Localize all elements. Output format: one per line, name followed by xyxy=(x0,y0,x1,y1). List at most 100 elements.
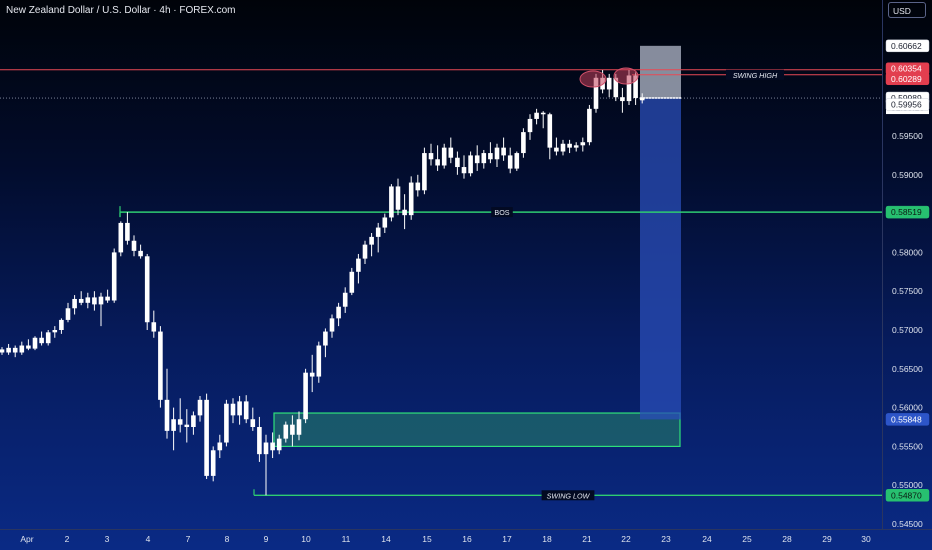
candle-body[interactable] xyxy=(78,298,84,303)
candle-body[interactable] xyxy=(587,108,592,143)
candle-body[interactable] xyxy=(144,256,150,323)
candle-body[interactable] xyxy=(0,349,5,353)
candle-body[interactable] xyxy=(257,427,262,455)
candle-body[interactable] xyxy=(375,227,381,237)
candle-body[interactable] xyxy=(270,442,275,451)
candle-body[interactable] xyxy=(19,345,25,353)
candle-body[interactable] xyxy=(620,97,625,102)
candle-body[interactable] xyxy=(428,153,434,160)
candle-body[interactable] xyxy=(501,147,506,156)
candle-body[interactable] xyxy=(164,399,170,431)
candle-body[interactable] xyxy=(32,337,38,349)
candle-body[interactable] xyxy=(408,182,414,216)
candle-body[interactable] xyxy=(105,296,110,301)
candle-body[interactable] xyxy=(303,372,308,420)
candle-body[interactable] xyxy=(45,332,51,344)
candle-body[interactable] xyxy=(125,222,130,241)
candle-body[interactable] xyxy=(362,244,368,259)
candle-body[interactable] xyxy=(224,403,229,443)
candle-body[interactable] xyxy=(204,399,209,476)
candle-body[interactable] xyxy=(593,77,599,109)
candle-body[interactable] xyxy=(191,415,196,427)
candle-body[interactable] xyxy=(382,217,388,228)
candle-body[interactable] xyxy=(72,298,77,309)
candle-body[interactable] xyxy=(250,419,256,427)
candle-body[interactable] xyxy=(521,132,526,154)
candle-body[interactable] xyxy=(626,75,632,102)
candle-body[interactable] xyxy=(389,186,394,218)
candle-body[interactable] xyxy=(580,142,586,146)
candle-body[interactable] xyxy=(342,292,348,307)
candle-body[interactable] xyxy=(356,258,361,272)
candle-body[interactable] xyxy=(336,306,341,319)
candle-body[interactable] xyxy=(633,75,638,98)
candle-body[interactable] xyxy=(507,155,513,169)
candle-body[interactable] xyxy=(210,450,216,476)
candle-body[interactable] xyxy=(329,318,335,332)
candle-body[interactable] xyxy=(111,252,117,301)
candle-body[interactable] xyxy=(243,401,249,420)
candle-body[interactable] xyxy=(323,331,328,346)
candle-body[interactable] xyxy=(98,296,104,305)
candle-body[interactable] xyxy=(554,147,559,152)
candle-body[interactable] xyxy=(85,297,91,303)
demand-zone-box[interactable] xyxy=(273,412,681,448)
candle-body[interactable] xyxy=(540,112,546,115)
candle-body[interactable] xyxy=(349,271,355,293)
candle-body[interactable] xyxy=(369,236,374,245)
candle-body[interactable] xyxy=(402,209,407,216)
currency-selector[interactable]: USD xyxy=(888,2,926,18)
candle-body[interactable] xyxy=(639,97,645,101)
candle-body[interactable] xyxy=(534,112,539,119)
candle-body[interactable] xyxy=(547,114,553,148)
candle-body[interactable] xyxy=(290,424,295,435)
candle-body[interactable] xyxy=(448,147,454,158)
swing-high-marker-2[interactable] xyxy=(613,67,639,85)
candle-body[interactable] xyxy=(59,319,64,330)
candle-body[interactable] xyxy=(415,182,421,191)
candle-body[interactable] xyxy=(171,419,176,431)
candle-body[interactable] xyxy=(39,337,44,344)
candle-body[interactable] xyxy=(296,419,302,435)
candle-body[interactable] xyxy=(26,345,31,349)
candle-body[interactable] xyxy=(481,153,487,164)
candle-body[interactable] xyxy=(455,157,460,168)
candle-body[interactable] xyxy=(567,143,572,148)
candle-body[interactable] xyxy=(283,424,289,439)
swing-high-marker-1[interactable] xyxy=(579,70,607,88)
candle-body[interactable] xyxy=(527,118,533,133)
candle-body[interactable] xyxy=(560,143,566,152)
candle-body[interactable] xyxy=(52,330,58,333)
candle-body[interactable] xyxy=(138,250,143,257)
candle-body[interactable] xyxy=(309,372,315,377)
candle-body[interactable] xyxy=(514,153,520,169)
projection-risk-box[interactable] xyxy=(640,45,681,99)
candle-body[interactable] xyxy=(613,77,619,98)
candle-body[interactable] xyxy=(217,442,223,451)
candle-body[interactable] xyxy=(276,438,282,451)
candle-body[interactable] xyxy=(441,147,447,166)
candle-body[interactable] xyxy=(606,77,612,90)
candle-body[interactable] xyxy=(316,345,322,377)
candle-body[interactable] xyxy=(468,155,473,174)
candle-body[interactable] xyxy=(184,424,190,427)
candle-body[interactable] xyxy=(12,347,18,353)
candle-body[interactable] xyxy=(494,147,500,160)
candle-body[interactable] xyxy=(263,442,269,455)
candle-body[interactable] xyxy=(474,155,480,164)
candle-body[interactable] xyxy=(92,297,97,305)
candle-body[interactable] xyxy=(131,240,137,251)
candle-body[interactable] xyxy=(461,167,467,174)
candle-body[interactable] xyxy=(177,419,183,425)
candle-body[interactable] xyxy=(118,222,124,253)
candle-body[interactable] xyxy=(488,153,493,160)
candle-body[interactable] xyxy=(6,347,11,353)
candle-body[interactable] xyxy=(65,308,71,320)
candle-body[interactable] xyxy=(435,159,440,166)
candle-body[interactable] xyxy=(573,145,579,148)
candle-body[interactable] xyxy=(230,403,236,416)
candle-body[interactable] xyxy=(395,186,401,210)
candle-body[interactable] xyxy=(237,401,242,416)
candle-body[interactable] xyxy=(197,399,203,416)
